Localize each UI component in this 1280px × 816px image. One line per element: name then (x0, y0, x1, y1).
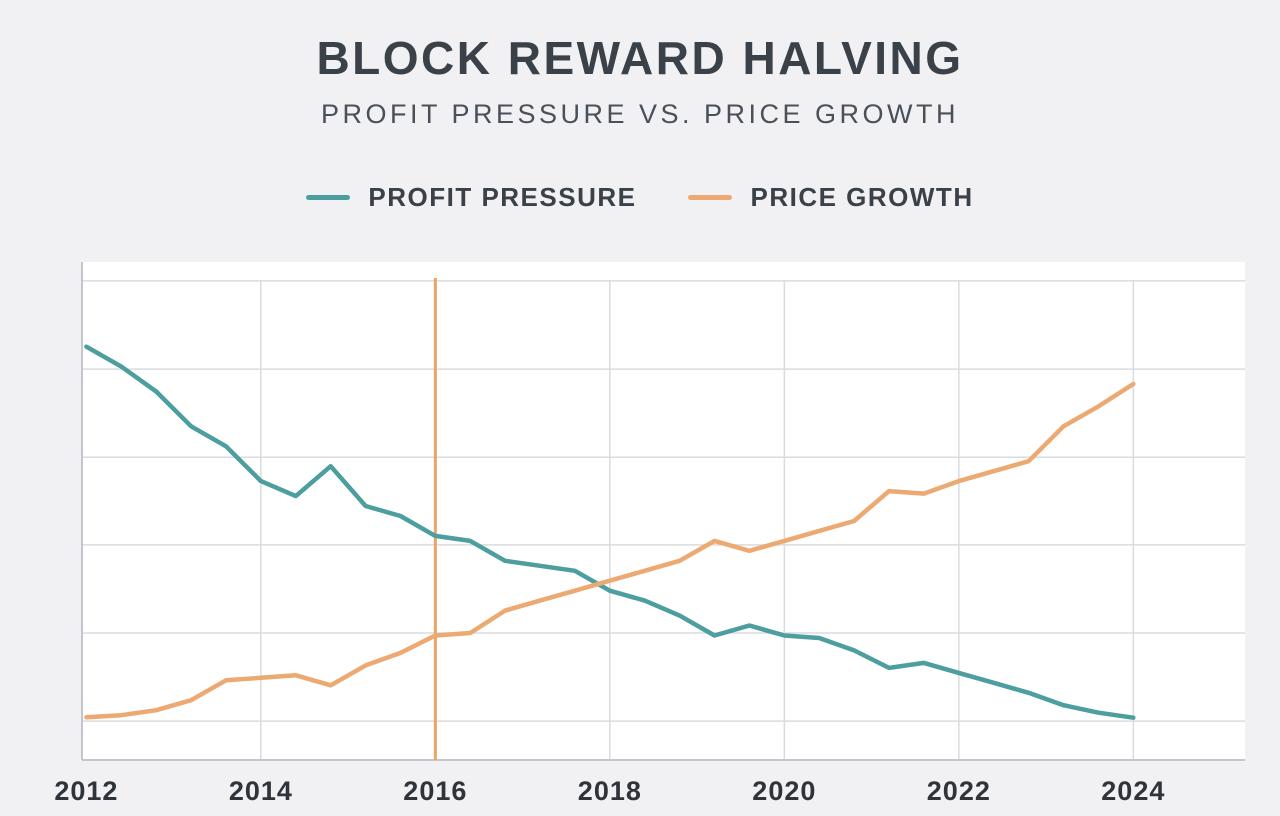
page-subtitle: PROFIT PRESSURE VS. PRICE GROWTH (320, 99, 960, 130)
x-tick-label: 2012 (54, 776, 118, 806)
profit-pressure-line (84, 344, 1136, 720)
chart-legend: PROFIT PRESSURE PRICE GROWTH (0, 182, 1280, 213)
profit-pressure-line-swatch (306, 195, 351, 201)
x-tick-label: 2014 (229, 776, 293, 806)
price-growth-line-swatch (688, 195, 733, 201)
x-tick-label: 2020 (752, 776, 816, 806)
chart-header: BLOCK REWARD HALVING PROFIT PRESSURE VS.… (0, 0, 1280, 130)
page-title: BLOCK REWARD HALVING (316, 32, 964, 84)
legend-item-profit-pressure: PROFIT PRESSURE (306, 182, 636, 213)
legend-label-profit-pressure: PROFIT PRESSURE (368, 182, 637, 213)
x-tick-label: 2016 (403, 776, 467, 806)
plot-area (82, 262, 1245, 760)
x-tick-label: 2024 (1101, 776, 1165, 806)
x-tick-label: 2018 (578, 776, 642, 806)
legend-label-price-growth: PRICE GROWTH (750, 182, 974, 213)
legend-item-price-growth: PRICE GROWTH (688, 182, 973, 213)
price-growth-line (84, 381, 1136, 720)
x-tick-label: 2022 (927, 776, 991, 806)
